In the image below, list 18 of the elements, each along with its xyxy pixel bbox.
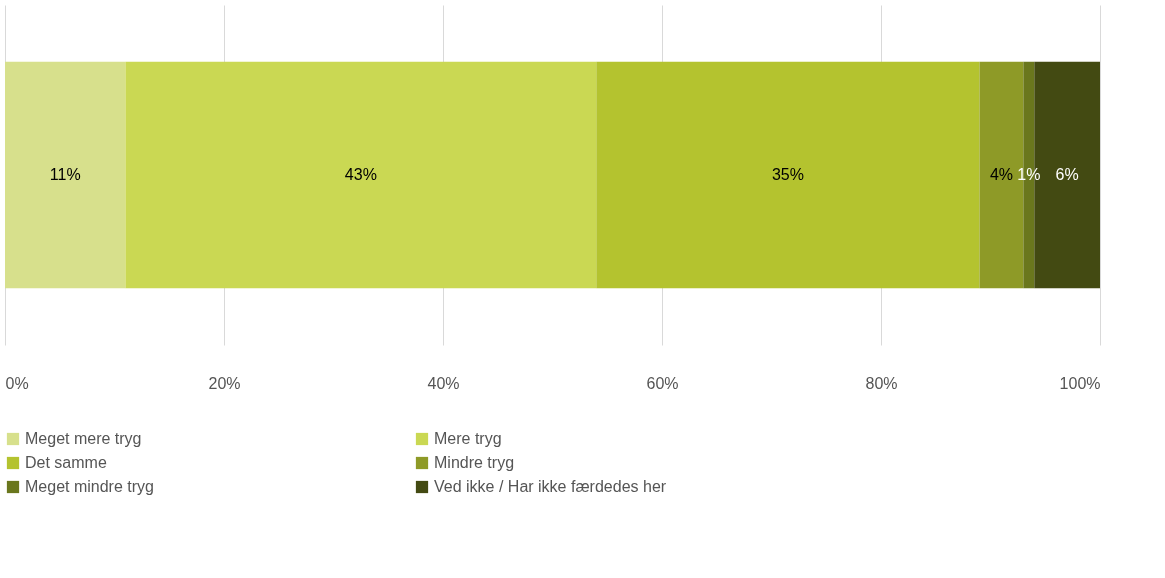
legend-label: Det samme [25,454,107,471]
legend-label: Mere tryg [434,430,502,447]
x-tick-label: 20% [208,374,241,392]
legend-label: Meget mere tryg [25,430,142,447]
x-tick-label: 40% [427,374,460,392]
x-tick-label: 100% [1059,374,1101,392]
data-label: 6% [1055,166,1079,183]
x-tick-label: 80% [865,374,898,392]
data-label: 11% [49,166,81,183]
data-label: 4% [989,166,1014,183]
x-tick-label: 0% [5,374,29,392]
legend-label: Ved ikke / Har ikke færdedes her [434,478,667,495]
data-label: 35% [771,166,804,183]
legend-label: Meget mindre tryg [25,478,154,495]
data-label: 43% [344,166,377,183]
x-tick-label: 60% [646,374,679,392]
data-label: 1% [1017,166,1041,183]
legend-label: Mindre tryg [434,454,515,471]
